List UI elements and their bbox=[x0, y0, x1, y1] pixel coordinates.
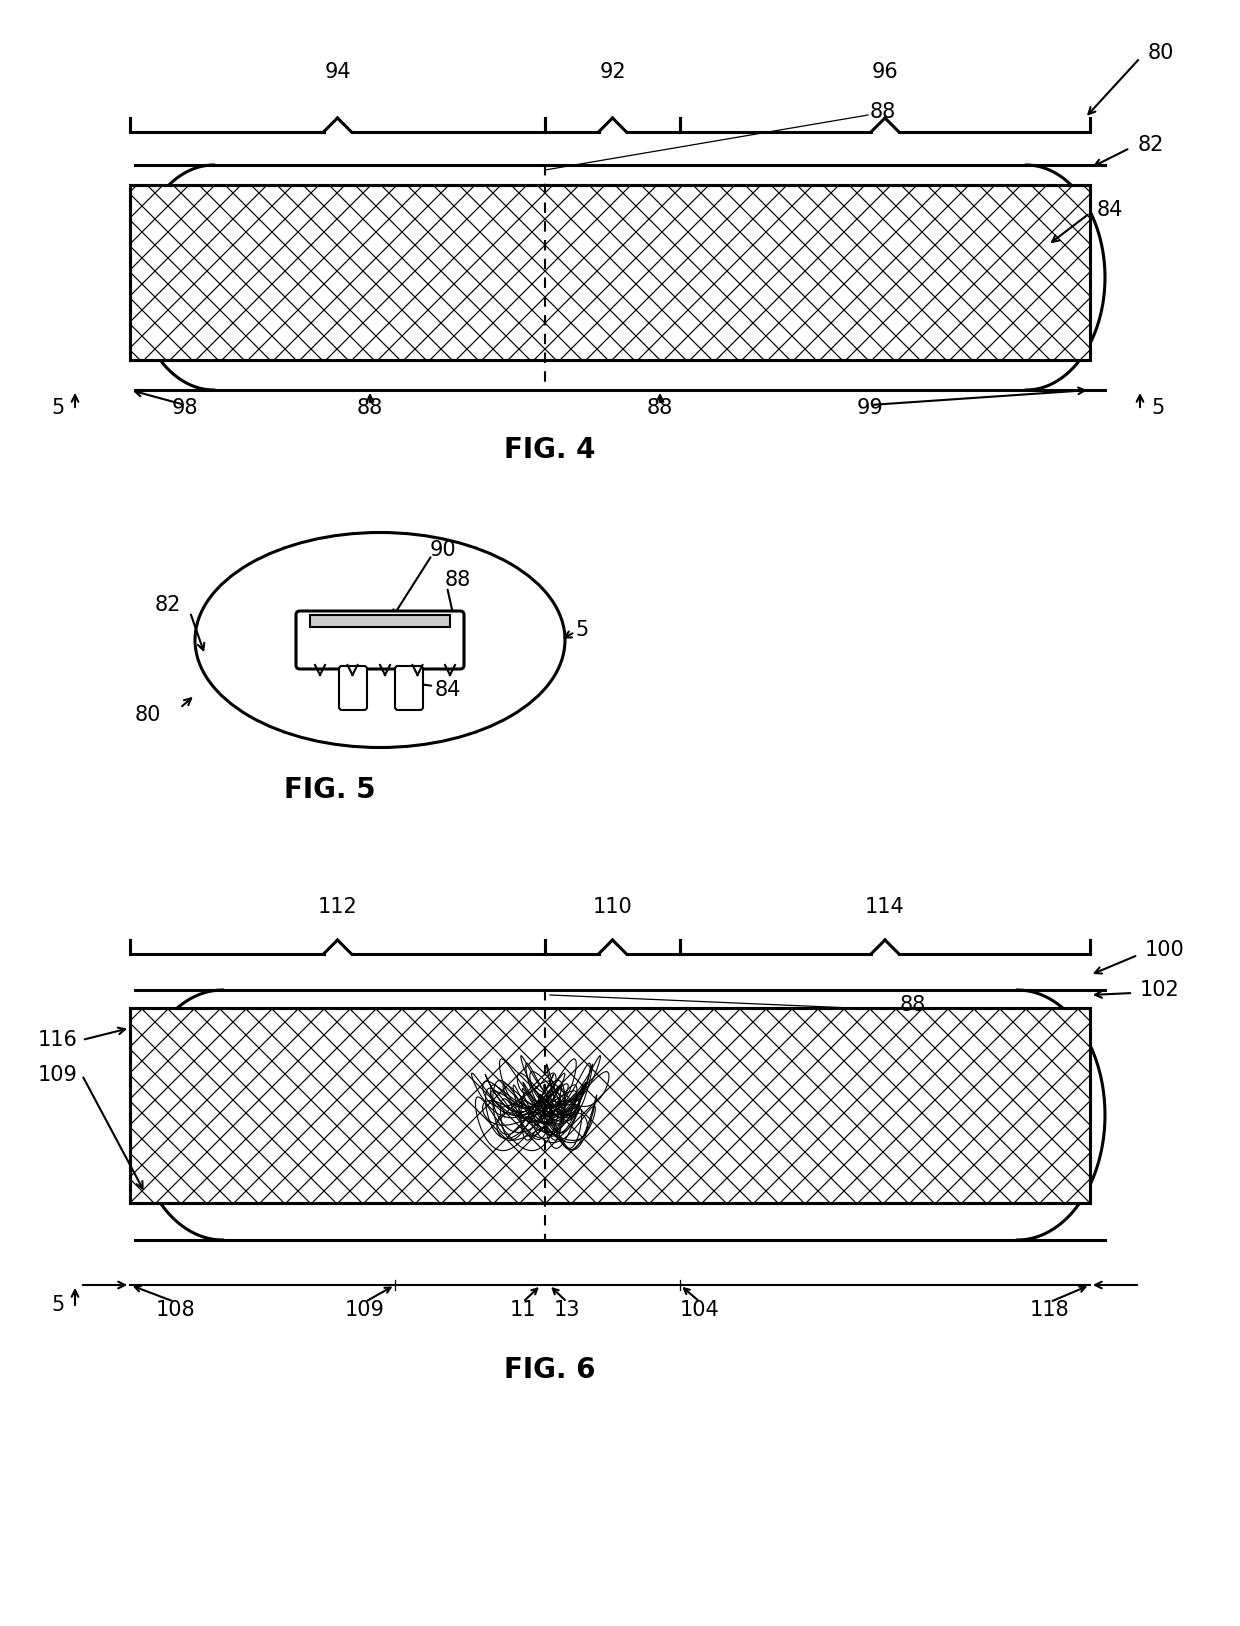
Text: 102: 102 bbox=[1140, 980, 1179, 1000]
Text: 82: 82 bbox=[155, 595, 181, 615]
FancyBboxPatch shape bbox=[339, 667, 367, 711]
FancyBboxPatch shape bbox=[296, 611, 464, 668]
Text: 80: 80 bbox=[1148, 42, 1174, 63]
Text: 5: 5 bbox=[1152, 398, 1164, 418]
Text: 98: 98 bbox=[172, 398, 198, 418]
Text: 11: 11 bbox=[510, 1301, 536, 1320]
Text: 82: 82 bbox=[1138, 135, 1164, 154]
Text: 88: 88 bbox=[870, 102, 897, 122]
Text: 100: 100 bbox=[1145, 940, 1184, 959]
Text: 110: 110 bbox=[593, 898, 632, 917]
Text: 84: 84 bbox=[435, 680, 461, 701]
Text: 84: 84 bbox=[1097, 200, 1123, 220]
Text: 109: 109 bbox=[345, 1301, 384, 1320]
Bar bbox=[130, 185, 1090, 359]
Text: 109: 109 bbox=[38, 1065, 78, 1085]
Text: 99: 99 bbox=[857, 398, 883, 418]
Text: 88: 88 bbox=[445, 571, 471, 590]
Ellipse shape bbox=[195, 532, 565, 748]
Bar bbox=[310, 615, 450, 628]
Bar bbox=[130, 1008, 1090, 1203]
Text: 5: 5 bbox=[575, 620, 588, 641]
Text: 94: 94 bbox=[324, 62, 351, 81]
FancyBboxPatch shape bbox=[396, 667, 423, 711]
Text: 116: 116 bbox=[38, 1029, 78, 1050]
Text: 88: 88 bbox=[647, 398, 673, 418]
Text: FIG. 5: FIG. 5 bbox=[284, 776, 376, 803]
Text: 118: 118 bbox=[1030, 1301, 1070, 1320]
Bar bbox=[130, 1008, 1090, 1203]
Text: 88: 88 bbox=[357, 398, 383, 418]
Text: FIG. 4: FIG. 4 bbox=[505, 436, 595, 463]
Text: FIG. 6: FIG. 6 bbox=[505, 1356, 595, 1384]
Text: 80: 80 bbox=[135, 706, 161, 725]
Text: 112: 112 bbox=[317, 898, 357, 917]
Bar bbox=[130, 185, 1090, 359]
Text: 92: 92 bbox=[599, 62, 626, 81]
Text: 114: 114 bbox=[866, 898, 905, 917]
Text: 104: 104 bbox=[680, 1301, 720, 1320]
Text: 13: 13 bbox=[554, 1301, 580, 1320]
Text: 90: 90 bbox=[430, 540, 456, 559]
Text: 88: 88 bbox=[900, 995, 926, 1015]
Text: 5: 5 bbox=[51, 1294, 64, 1315]
Text: 108: 108 bbox=[155, 1301, 195, 1320]
Text: 96: 96 bbox=[872, 62, 898, 81]
Text: 5: 5 bbox=[51, 398, 64, 418]
